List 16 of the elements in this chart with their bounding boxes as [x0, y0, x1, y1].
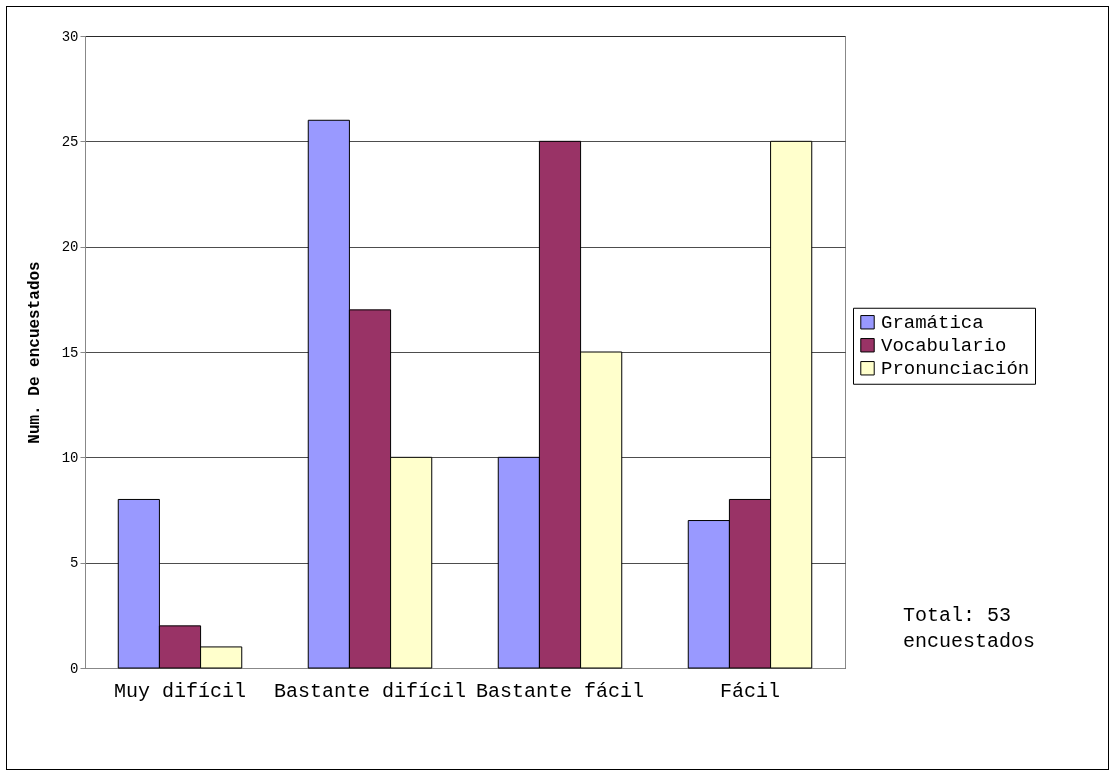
y-tick-label: 0 — [70, 660, 79, 677]
y-tick-label: 25 — [61, 133, 79, 150]
legend-label: Vocabulario — [881, 335, 1007, 358]
x-tick-label: Bastante fácil — [475, 679, 645, 703]
x-tick-label: Fácil — [719, 679, 781, 703]
y-axis-title: Num. De encuestados — [25, 261, 44, 444]
y-tick-label: 5 — [70, 555, 79, 572]
x-tick-label: Bastante difícil — [273, 679, 467, 703]
legend-label: Gramática — [881, 312, 984, 335]
y-tick-label: 20 — [61, 239, 79, 256]
text: Total: 53 encuestados — [903, 603, 1036, 655]
y-tick-label: 15 — [61, 344, 79, 361]
legend-label: Pronunciación — [881, 358, 1030, 381]
x-tick-label: Muy difícil — [113, 679, 247, 703]
y-tick-label: 30 — [61, 28, 79, 45]
y-tick-label: 10 — [61, 449, 79, 466]
